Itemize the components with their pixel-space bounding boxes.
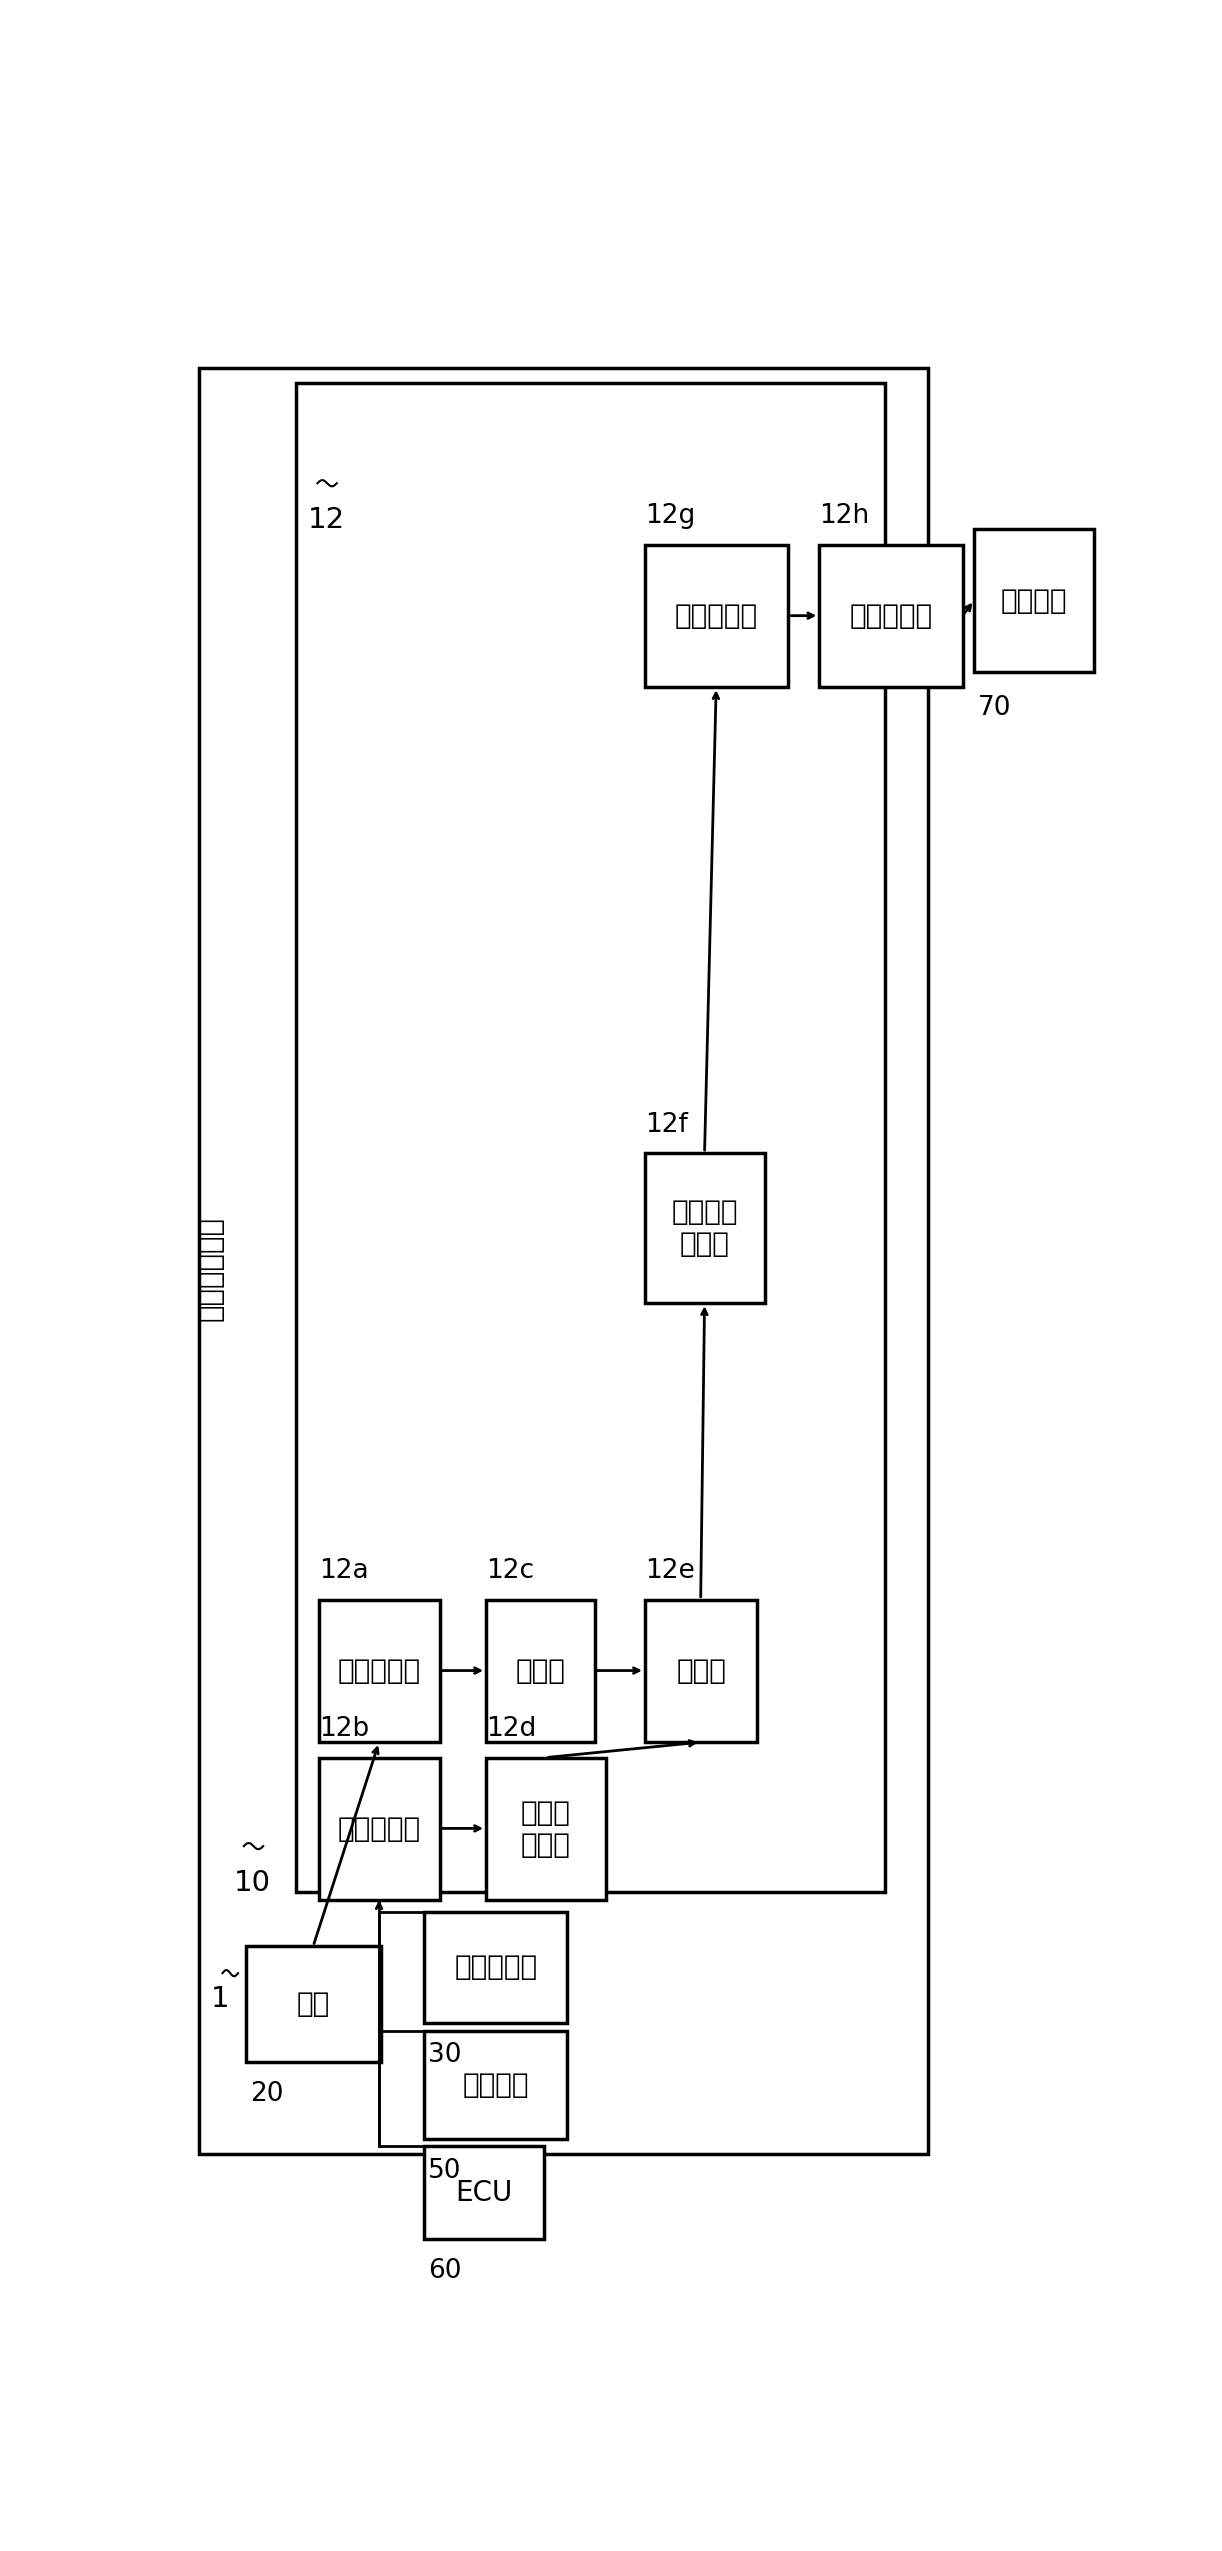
Bar xyxy=(486,1758,606,1900)
Text: ECU: ECU xyxy=(456,2179,513,2207)
Text: 导航装置: 导航装置 xyxy=(462,2071,529,2099)
Text: 70: 70 xyxy=(978,694,1012,722)
Bar xyxy=(645,1599,758,1742)
Bar xyxy=(424,2145,544,2240)
Text: 30: 30 xyxy=(428,2043,462,2069)
Bar xyxy=(319,1599,440,1742)
Text: 赋予部: 赋予部 xyxy=(676,1658,726,1686)
Text: 1: 1 xyxy=(211,1985,230,2013)
Text: 唤醒装置: 唤醒装置 xyxy=(1001,587,1068,615)
Text: 反射运动
计算部: 反射运动 计算部 xyxy=(672,1199,738,1258)
Bar xyxy=(319,1758,440,1900)
Text: 60: 60 xyxy=(428,2258,462,2283)
Text: 12e: 12e xyxy=(645,1559,694,1584)
Bar xyxy=(645,546,788,686)
Bar xyxy=(645,1153,765,1304)
Text: 唤醒控制部: 唤醒控制部 xyxy=(849,602,932,630)
Text: 12d: 12d xyxy=(486,1717,536,1742)
Bar xyxy=(424,1911,567,2023)
Text: 10: 10 xyxy=(235,1870,271,1898)
Bar xyxy=(486,1599,594,1742)
Text: 车载传感器: 车载传感器 xyxy=(455,1954,538,1982)
Text: 适应度
评价部: 适应度 评价部 xyxy=(521,1798,571,1860)
Text: 20: 20 xyxy=(249,2082,284,2107)
Text: 12a: 12a xyxy=(319,1559,369,1584)
Bar xyxy=(974,531,1095,671)
Text: 计算部: 计算部 xyxy=(516,1658,566,1686)
Text: 图像获取部: 图像获取部 xyxy=(337,1658,422,1686)
Text: 12c: 12c xyxy=(486,1559,534,1584)
Text: 数据处理装置: 数据处理装置 xyxy=(197,1217,225,1321)
Bar xyxy=(424,2031,567,2138)
Bar xyxy=(199,367,927,2153)
Bar xyxy=(296,383,885,1893)
Text: 12f: 12f xyxy=(645,1112,688,1138)
Text: 困意检测部: 困意检测部 xyxy=(675,602,758,630)
Bar xyxy=(246,1946,381,2061)
Text: 12: 12 xyxy=(308,505,345,533)
Bar xyxy=(819,546,963,686)
Text: 50: 50 xyxy=(428,2158,462,2184)
Text: 12g: 12g xyxy=(645,503,695,531)
Text: 相机: 相机 xyxy=(297,1990,330,2018)
Text: 12h: 12h xyxy=(819,503,870,531)
Text: 数据获取部: 数据获取部 xyxy=(337,1814,422,1842)
Text: 12b: 12b xyxy=(319,1717,369,1742)
